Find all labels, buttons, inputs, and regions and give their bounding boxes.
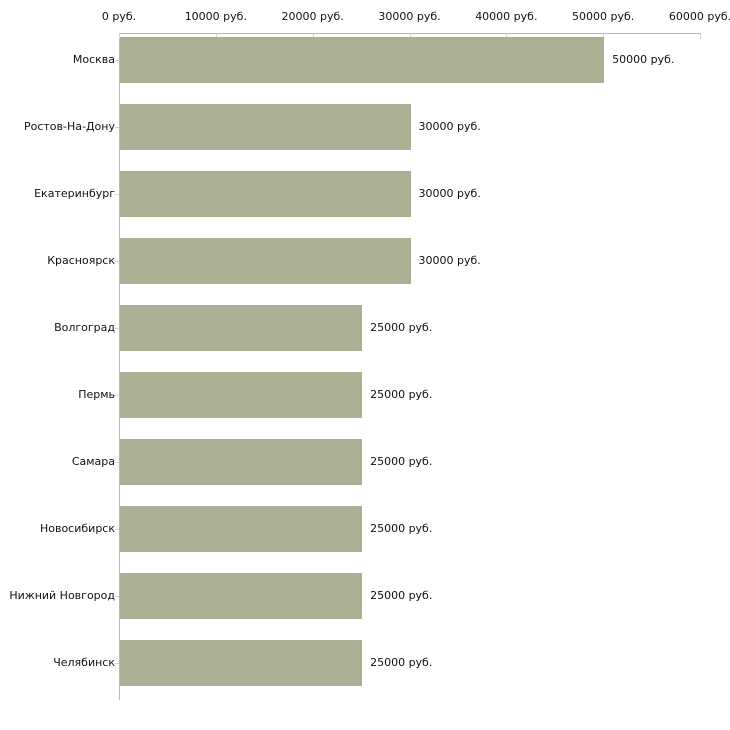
category-label: Ростов-На-Дону xyxy=(23,120,115,133)
category-label: Красноярск xyxy=(47,254,115,267)
x-axis-tick-label: 10000 руб. xyxy=(184,10,247,23)
category-label: Челябинск xyxy=(53,656,115,669)
bar-value-label: 25000 руб. xyxy=(370,589,433,602)
category-label: Москва xyxy=(72,53,115,66)
bar-value-label: 25000 руб. xyxy=(370,321,433,334)
bar xyxy=(120,506,363,552)
category-label: Новосибирск xyxy=(39,522,115,535)
category-axis-tick xyxy=(115,529,119,530)
category-label: Нижний Новгород xyxy=(9,589,115,602)
x-axis-line xyxy=(119,33,701,34)
bar xyxy=(120,104,411,150)
x-axis-tick xyxy=(603,34,605,39)
category-axis-tick xyxy=(115,663,119,664)
category-axis-tick xyxy=(115,60,119,61)
x-axis-tick-label: 20000 руб. xyxy=(281,10,344,23)
x-axis-tick-label: 0 руб. xyxy=(101,10,137,23)
bar-value-label: 30000 руб. xyxy=(418,120,481,133)
bar xyxy=(120,372,363,418)
x-axis-tick-label: 40000 руб. xyxy=(475,10,538,23)
category-label: Самара xyxy=(71,455,115,468)
x-axis-tick xyxy=(700,34,701,39)
bar xyxy=(120,640,363,686)
bar xyxy=(120,238,411,284)
category-label: Екатеринбург xyxy=(34,187,115,200)
bar xyxy=(120,37,605,83)
category-axis-tick xyxy=(115,395,119,396)
bar-value-label: 25000 руб. xyxy=(370,455,433,468)
bar-value-label: 25000 руб. xyxy=(370,388,433,401)
bar-value-label: 30000 руб. xyxy=(418,187,481,200)
x-axis-tick xyxy=(119,34,120,39)
bar-value-label: 30000 руб. xyxy=(418,254,481,267)
category-axis-tick xyxy=(115,194,119,195)
x-axis-tick xyxy=(409,34,411,39)
x-axis-tick-label: 60000 руб. xyxy=(668,10,730,23)
bar-value-label: 50000 руб. xyxy=(612,53,675,66)
bar xyxy=(120,171,411,217)
y-axis-line xyxy=(119,33,120,700)
bar-value-label: 25000 руб. xyxy=(370,656,433,669)
category-axis-tick xyxy=(115,127,119,128)
x-axis-tick xyxy=(312,34,314,39)
x-axis-tick-label: 30000 руб. xyxy=(378,10,441,23)
category-axis-tick xyxy=(115,462,119,463)
category-axis-tick xyxy=(115,261,119,262)
category-axis-tick xyxy=(115,328,119,329)
category-axis-tick xyxy=(115,596,119,597)
bar xyxy=(120,573,363,619)
x-axis-tick xyxy=(215,34,217,39)
bar-value-label: 25000 руб. xyxy=(370,522,433,535)
category-label: Пермь xyxy=(78,388,115,401)
bar xyxy=(120,305,363,351)
x-axis-tick xyxy=(506,34,508,39)
category-label: Волгоград xyxy=(54,321,115,334)
x-axis-tick-label: 50000 руб. xyxy=(572,10,635,23)
bar xyxy=(120,439,363,485)
